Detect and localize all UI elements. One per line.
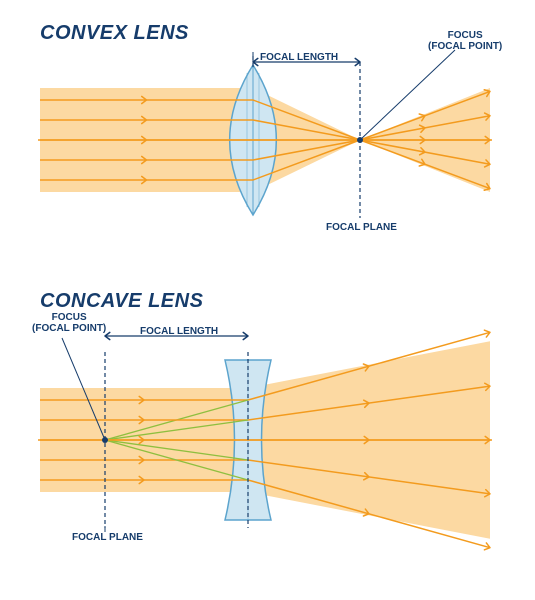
diagram-svg	[0, 0, 535, 600]
lens-diagram: CONVEX LENS CONCAVE LENS FOCAL LENGTH AX…	[0, 0, 535, 600]
